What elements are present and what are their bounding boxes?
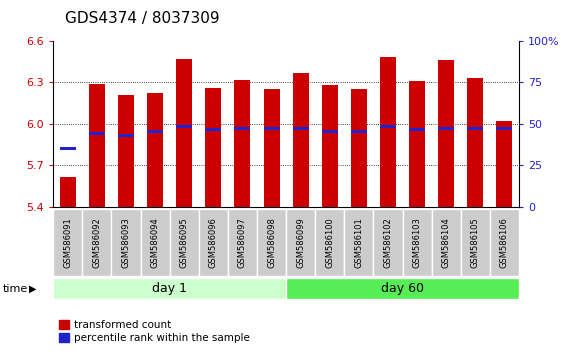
Legend: transformed count, percentile rank within the sample: transformed count, percentile rank withi…	[58, 320, 250, 343]
Text: GSM586097: GSM586097	[238, 217, 247, 268]
Bar	[176, 59, 192, 207]
Text: GSM586094: GSM586094	[151, 217, 160, 268]
Bar	[60, 147, 76, 150]
Bar	[351, 130, 367, 133]
Bar	[264, 89, 279, 207]
Text: GSM586105: GSM586105	[471, 217, 480, 268]
Bar	[205, 128, 222, 131]
Bar	[409, 128, 425, 131]
Bar	[496, 127, 512, 130]
FancyBboxPatch shape	[286, 278, 519, 299]
Text: GSM586103: GSM586103	[412, 217, 421, 268]
Bar	[89, 132, 105, 136]
FancyBboxPatch shape	[53, 209, 82, 276]
Text: GSM586101: GSM586101	[355, 217, 364, 268]
Text: GSM586099: GSM586099	[296, 217, 305, 268]
Bar	[118, 134, 134, 137]
Bar	[467, 127, 483, 130]
Bar	[467, 78, 483, 207]
Bar	[89, 84, 105, 207]
Text: GDS4374 / 8037309: GDS4374 / 8037309	[65, 11, 219, 25]
Bar	[176, 125, 192, 129]
Text: time: time	[3, 284, 28, 293]
Bar	[438, 60, 454, 207]
Bar	[380, 125, 396, 129]
Text: GSM586098: GSM586098	[267, 217, 276, 268]
Bar	[351, 89, 367, 207]
Bar	[234, 80, 250, 207]
Text: day 1: day 1	[152, 282, 187, 295]
FancyBboxPatch shape	[431, 209, 461, 276]
FancyBboxPatch shape	[199, 209, 228, 276]
Text: GSM586104: GSM586104	[442, 217, 450, 268]
Bar	[147, 93, 163, 207]
FancyBboxPatch shape	[374, 209, 403, 276]
Bar	[234, 127, 250, 130]
FancyBboxPatch shape	[257, 209, 286, 276]
FancyBboxPatch shape	[315, 209, 344, 276]
FancyBboxPatch shape	[490, 209, 519, 276]
Bar	[409, 81, 425, 207]
Bar	[60, 177, 76, 207]
Bar	[438, 127, 454, 130]
FancyBboxPatch shape	[403, 209, 431, 276]
FancyBboxPatch shape	[112, 209, 141, 276]
FancyBboxPatch shape	[461, 209, 490, 276]
Bar	[264, 127, 279, 130]
Text: GSM586096: GSM586096	[209, 217, 218, 268]
FancyBboxPatch shape	[169, 209, 199, 276]
FancyBboxPatch shape	[82, 209, 112, 276]
Text: day 60: day 60	[381, 282, 424, 295]
FancyBboxPatch shape	[344, 209, 374, 276]
Bar	[380, 57, 396, 207]
Text: GSM586091: GSM586091	[63, 217, 72, 268]
Bar	[496, 121, 512, 207]
FancyBboxPatch shape	[141, 209, 169, 276]
Text: GSM586093: GSM586093	[122, 217, 131, 268]
Text: ▶: ▶	[29, 284, 36, 293]
Text: GSM586102: GSM586102	[384, 217, 393, 268]
Bar	[147, 130, 163, 133]
Text: GSM586095: GSM586095	[180, 217, 188, 268]
Bar	[322, 130, 338, 133]
Bar	[205, 88, 222, 207]
Bar	[293, 127, 309, 130]
Text: GSM586106: GSM586106	[500, 217, 509, 268]
FancyBboxPatch shape	[228, 209, 257, 276]
FancyBboxPatch shape	[53, 278, 286, 299]
Text: GSM586100: GSM586100	[325, 217, 334, 268]
FancyBboxPatch shape	[286, 209, 315, 276]
Bar	[322, 85, 338, 207]
Bar	[293, 73, 309, 207]
Text: GSM586092: GSM586092	[93, 217, 102, 268]
Bar	[118, 95, 134, 207]
